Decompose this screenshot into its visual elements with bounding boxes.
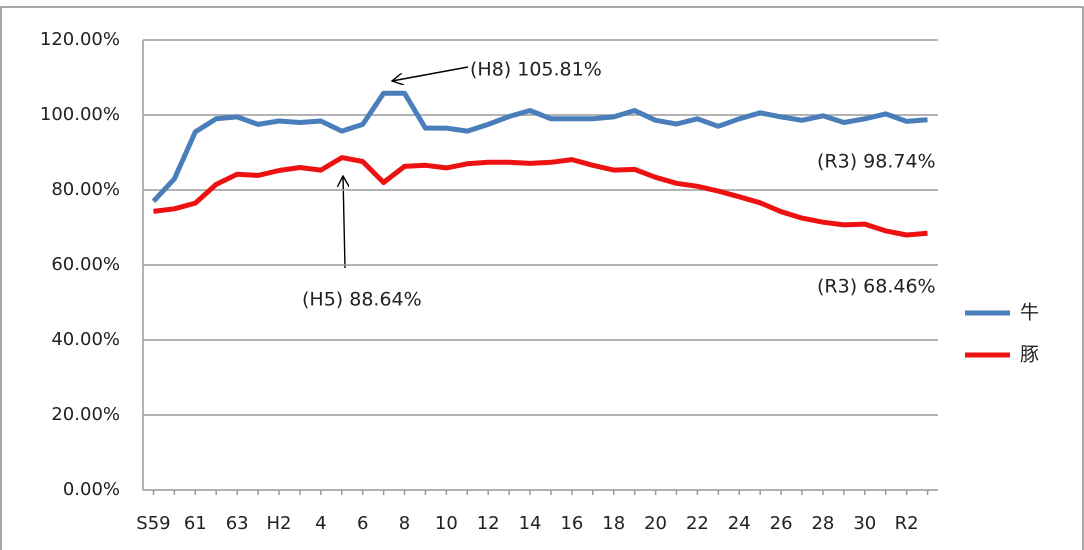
x-tick-label: 20 [644,513,667,534]
x-tick-label: 30 [853,513,876,534]
y-tick-label: 100.00% [40,104,120,125]
x-tick-label: 4 [315,513,326,534]
x-tick-label: 26 [770,513,793,534]
x-tick-label: 24 [728,513,751,534]
x-tick-label: 61 [184,513,207,534]
annotation: (H5) 88.64% [302,289,422,311]
legend-label: 豚 [1020,344,1039,366]
x-tick-label: 6 [357,513,368,534]
y-tick-label: 80.00% [51,179,120,200]
annotation: (R3) 98.74% [817,151,936,173]
x-tick-label: 10 [435,513,458,534]
x-tick-label: 63 [226,513,249,534]
y-tick-label: 120.00% [40,29,120,50]
x-tick-label: 18 [602,513,625,534]
annotation: (H8) 105.81% [470,59,602,81]
y-tick-label: 0.00% [63,479,120,500]
x-tick-label: 14 [519,513,542,534]
legend-label: 牛 [1020,302,1039,324]
x-tick-label: H2 [266,513,291,534]
x-tick-label: 16 [560,513,583,534]
annotation-arrow [392,66,469,81]
y-tick-label: 40.00% [51,329,120,350]
x-tick-label: S59 [136,513,170,534]
y-tick-label: 20.00% [51,404,120,425]
annotation: (R3) 68.46% [817,276,936,298]
series-line [153,155,928,238]
frame [0,6,1084,550]
x-tick-label: 28 [811,513,834,534]
series-line [151,90,928,204]
annotation-arrow [343,176,345,269]
x-tick-label: 12 [477,513,500,534]
x-tick-label: 22 [686,513,709,534]
x-tick-label: R2 [895,513,919,534]
y-tick-label: 60.00% [51,254,120,275]
x-tick-label: 8 [399,513,410,534]
